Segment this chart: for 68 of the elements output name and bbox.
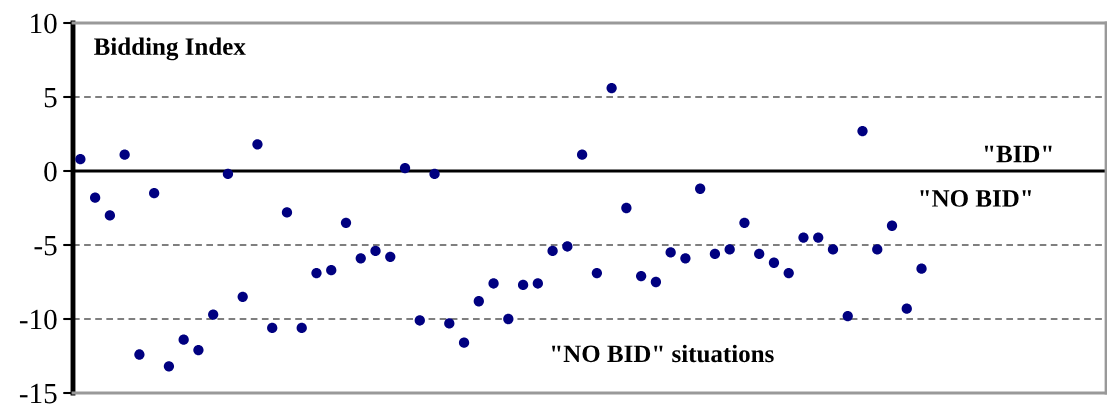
point [532, 278, 543, 289]
y-tick-label: 0 [44, 161, 57, 182]
point [134, 349, 145, 360]
point [798, 232, 809, 243]
point [252, 139, 263, 150]
point [695, 183, 706, 194]
point [296, 322, 307, 334]
point [562, 241, 573, 252]
y-tick-label: 10 [31, 13, 57, 34]
annotation: "NO BID" situations [552, 344, 774, 363]
point [739, 217, 750, 228]
point [340, 217, 352, 228]
point [576, 149, 588, 160]
point [650, 276, 662, 288]
point [606, 82, 617, 94]
point [665, 247, 676, 258]
point [680, 253, 691, 264]
point [104, 210, 116, 221]
point [149, 188, 160, 199]
point [222, 168, 234, 180]
annotation: "NO BID" [920, 190, 1031, 207]
point [857, 125, 868, 137]
point [429, 168, 440, 180]
point [872, 244, 883, 255]
point [709, 248, 721, 260]
point [75, 154, 86, 165]
point [89, 192, 101, 203]
point [916, 263, 927, 274]
point [503, 313, 514, 325]
point [163, 361, 175, 372]
point [208, 309, 219, 320]
point [444, 318, 455, 329]
point [768, 257, 780, 268]
point [414, 315, 425, 326]
y-tick-label: 5 [44, 88, 57, 108]
point [473, 296, 484, 307]
point [488, 278, 499, 289]
y-tick-label: -10 [19, 309, 57, 330]
point [119, 149, 130, 160]
point [385, 251, 396, 262]
point [281, 207, 293, 218]
y-tick-label: -15 [19, 383, 57, 404]
point [813, 232, 824, 243]
point [886, 220, 898, 231]
point [399, 162, 411, 174]
point [458, 337, 470, 348]
point [267, 322, 278, 334]
point [517, 279, 529, 291]
point [355, 253, 366, 264]
annotation: "BID" [984, 145, 1052, 163]
y-tick-label: -5 [34, 236, 57, 256]
point [783, 267, 794, 279]
point [547, 245, 558, 257]
point [237, 291, 248, 302]
annotation: Bidding Index [94, 37, 246, 61]
point [193, 344, 204, 356]
point [370, 245, 381, 257]
point [901, 303, 912, 314]
point [326, 265, 337, 276]
point [591, 267, 603, 279]
point [636, 270, 647, 282]
point [724, 244, 735, 255]
point [827, 244, 839, 255]
point [754, 248, 765, 260]
point [311, 267, 322, 279]
point [178, 334, 189, 345]
point [842, 310, 853, 322]
point [621, 202, 632, 214]
